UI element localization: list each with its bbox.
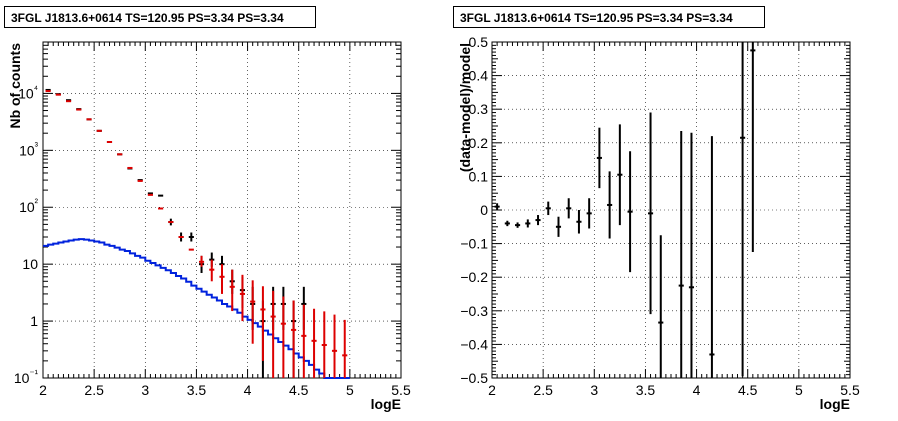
right-y-tick-label: 0.1 bbox=[469, 168, 489, 184]
left-series-component-line bbox=[43, 238, 350, 379]
right-y-axis-title: (data-model)/model bbox=[457, 43, 473, 172]
left-y-tick-label: 10² bbox=[19, 198, 39, 215]
left-chart-title: 3FGL J1813.6+0614 TS=120.95 PS=3.34 PS=3… bbox=[4, 6, 316, 28]
right-y-tick-label: 0 bbox=[480, 202, 488, 218]
right-y-tick-label: −0.3 bbox=[460, 303, 488, 319]
right-x-tick-label: 3 bbox=[590, 382, 598, 398]
right-chart-title: 3FGL J1813.6+0614 TS=120.95 PS=3.34 PS=3… bbox=[453, 6, 765, 28]
right-y-tick-label: −0.2 bbox=[460, 269, 488, 285]
right-x-tick-label: 2.5 bbox=[533, 382, 553, 398]
left-y-tick-label: 10 bbox=[22, 256, 38, 272]
left-y-axis-title: Nb of counts bbox=[7, 43, 23, 129]
right-x-tick-label: 5 bbox=[795, 382, 803, 398]
right-x-tick-label: 4 bbox=[693, 382, 701, 398]
left-y-tick-label: 10⁻¹ bbox=[14, 369, 39, 386]
right-x-tick-label: 3.5 bbox=[636, 382, 656, 398]
right-y-tick-label: 0.3 bbox=[469, 101, 489, 117]
right-x-tick-label: 4.5 bbox=[738, 382, 758, 398]
left-x-tick-label: 2 bbox=[39, 382, 47, 398]
left-x-axis-title: logE bbox=[371, 396, 401, 412]
left-x-tick-label: 4 bbox=[244, 382, 252, 398]
right-y-tick-label: 0.5 bbox=[469, 34, 489, 50]
right-y-tick-label: −0.4 bbox=[460, 336, 488, 352]
left-x-tick-label: 4.5 bbox=[289, 382, 309, 398]
right-x-tick-label: 5.5 bbox=[840, 382, 860, 398]
right-y-tick-label: −0.1 bbox=[460, 236, 488, 252]
left-plot-frame bbox=[42, 41, 402, 379]
left-chart: 2 2.5 3 3.5 4 4.5 5 5.5 10⁻¹ 1 10 10² 10³ 10⁴ logE Nb o… bbox=[7, 41, 411, 412]
right-y-tick-label: 0.2 bbox=[469, 135, 489, 151]
left-x-tick-label: 3.5 bbox=[187, 382, 207, 398]
left-x-tick-label: 3 bbox=[141, 382, 149, 398]
right-x-tick-label: 2 bbox=[488, 382, 496, 398]
right-y-tick-label: −0.5 bbox=[460, 370, 488, 386]
left-y-tick-label: 10⁴ bbox=[18, 84, 38, 101]
right-x-axis-title: logE bbox=[820, 396, 850, 412]
left-x-tick-label: 2.5 bbox=[84, 382, 104, 398]
left-y-tick-label: 1 bbox=[30, 313, 38, 329]
left-x-tick-label: 5.5 bbox=[391, 382, 411, 398]
right-chart: 2 2.5 3 3.5 4 4.5 5 5.5 −0.5 −0.4 −0.3 −0.2 −0.1 0 0.1… bbox=[457, 34, 860, 412]
right-y-tick-label: 0.4 bbox=[469, 68, 489, 84]
left-y-tick-label: 10³ bbox=[19, 141, 39, 158]
left-x-tick-label: 5 bbox=[346, 382, 354, 398]
